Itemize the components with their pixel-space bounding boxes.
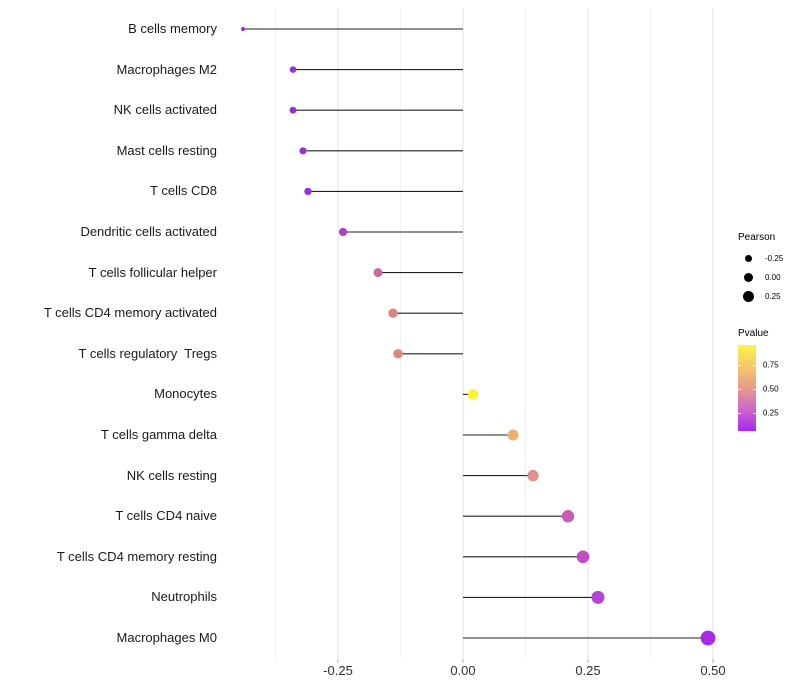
x-axis-tick-label: -0.25 (323, 663, 353, 678)
legend-size-dot-icon (742, 291, 754, 302)
gradient-tick-mark (753, 389, 756, 390)
y-axis-label: T cells CD4 naive (115, 508, 217, 524)
legend-size-entry: 0.00 (738, 268, 800, 287)
legend-size-entry: 0.25 (738, 287, 800, 306)
y-axis-label: NK cells activated (113, 102, 217, 118)
y-axis-label: T cells CD8 (150, 183, 217, 199)
legend-size-entry-label: 0.00 (765, 273, 781, 282)
legend-size-title: Pearson (738, 232, 776, 243)
x-axis-tick-label: 0.50 (700, 663, 726, 678)
y-axis-label: Mast cells resting (116, 142, 217, 158)
gradient-tick-mark (753, 365, 756, 366)
legend-size-dot-icon (744, 255, 752, 262)
y-axis-label: T cells gamma delta (100, 427, 217, 442)
lollipop-dot (299, 147, 307, 155)
lollipop-dot (527, 469, 539, 482)
legend-size-entry-label: 0.25 (765, 292, 781, 301)
gradient-tick-mark (738, 389, 741, 390)
lollipop-dot (338, 227, 348, 237)
legend-gradient-wrap: 0.75 0.50 0.25 (738, 345, 800, 431)
lollipop-dot (304, 187, 312, 196)
x-axis-tick-label: 0.25 (575, 663, 601, 678)
y-axis-label: B cells memory (128, 21, 217, 36)
lollipop-dot (241, 27, 245, 31)
pvalue-gradient-ticks: 0.75 0.50 0.25 (738, 345, 800, 431)
legend-size-section: Pearson -0.25 0.00 0.25 (738, 232, 800, 306)
legend-size-entry: -0.25 (738, 249, 800, 268)
x-axis-tick-label: 0.00 (450, 663, 476, 678)
y-axis-label: Macrophages M2 (116, 61, 217, 77)
lollipop-dot (700, 630, 716, 646)
legend-size-dot-cell (738, 273, 758, 282)
legend-size-dot-icon (743, 273, 753, 282)
gradient-tick-label: 0.25 (763, 408, 779, 418)
y-axis-label: T cells CD4 memory resting (56, 548, 217, 564)
lollipop-dot (576, 550, 590, 564)
gradient-tick-mark (738, 413, 741, 414)
y-axis-label: Macrophages M0 (116, 630, 217, 645)
lollipop-dot (591, 590, 605, 604)
lollipop-dot (393, 349, 403, 359)
gradient-tick-mark (738, 365, 741, 366)
lollipop-dot (388, 308, 398, 318)
lollipop-dot (561, 510, 575, 523)
lollipop-dot (373, 268, 383, 278)
lollipop-dot (289, 106, 297, 114)
y-axis-label: NK cells resting (126, 467, 217, 483)
legend-size-dot-cell (738, 255, 758, 262)
y-axis-label: T cells CD4 memory activated (43, 305, 217, 321)
y-axis-label: T cells follicular helper (88, 264, 217, 280)
legend-size-entries: -0.25 0.00 0.25 (738, 249, 800, 306)
y-axis-label: Dendritic cells activated (80, 224, 217, 239)
y-axis-label: Monocytes (154, 386, 217, 402)
gradient-tick-label: 0.75 (763, 360, 779, 370)
legend-size-entry-label: -0.25 (765, 254, 784, 263)
y-axis-label: T cells regulatory Tregs (78, 345, 217, 361)
lollipop-dot (467, 389, 479, 400)
lollipop-dot (507, 429, 519, 441)
legend: Pearson -0.25 0.00 0.25 Pvalue 0.75 0.50 0.2… (738, 232, 800, 431)
y-axis-label: Neutrophils (151, 589, 217, 605)
gradient-tick-mark (753, 413, 756, 414)
pvalue-gradient-bar (738, 345, 756, 431)
legend-color-section: Pvalue 0.75 0.50 0.25 (738, 328, 800, 431)
gradient-tick-label: 0.50 (763, 384, 779, 394)
lollipop-dot (289, 66, 297, 73)
legend-size-dot-cell (738, 291, 758, 302)
legend-color-title: Pvalue (738, 328, 769, 339)
